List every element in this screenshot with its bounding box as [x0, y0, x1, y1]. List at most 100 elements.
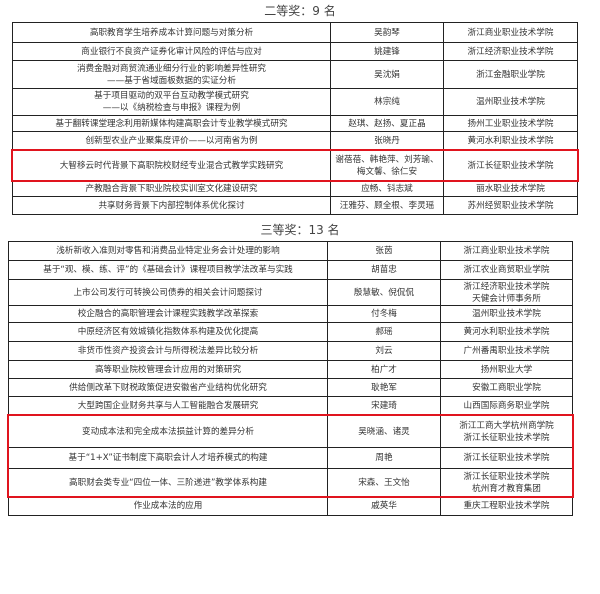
- authors-text: 刘云: [375, 346, 393, 356]
- authors-text: 梅文馨、徐仁安: [356, 166, 418, 177]
- table-row: 大型跨国企业财务共享与人工智能融合发展研究 宋建琦 山西国际商务职业学院: [8, 396, 573, 416]
- authors-text: 郝瑶: [375, 327, 393, 337]
- institution-text: 温州职业技术学院: [472, 309, 541, 319]
- authors-text: 吴沈娟: [374, 69, 400, 80]
- paper-title-cell: 基于项目驱动的双平台互动教学模式研究 ——以《纳税检查与申报》课程为例: [12, 88, 331, 116]
- institution-cell: 浙江工商大学杭州商学院 浙江长征职业技术学院: [440, 415, 573, 448]
- institution-text: 浙江商业职业技术学院: [463, 246, 550, 256]
- institution-text: 浙江经济职业技术学院: [467, 46, 554, 57]
- institution-text: 浙江经济职业技术学院: [463, 281, 550, 292]
- authors-cell: 赵琪、赵扬、夏正晶: [330, 115, 444, 132]
- institution-text: 扬州工业职业技术学院: [467, 118, 554, 129]
- authors-cell: 刘云: [327, 341, 441, 361]
- third-prize-table: 浅析新收入准则对零售和消费品业特定业务会计处理的影响 张茵 浙江商业职业技术学院基于…: [8, 241, 573, 516]
- paper-title-text: 基于项目驱动的双平台互动教学模式研究: [94, 91, 249, 101]
- paper-title-cell: 商业银行不良资产证券化审计风险的评估与应对: [12, 42, 331, 61]
- authors-cell: 耿艳军: [327, 378, 441, 397]
- authors-text: 赵琪、赵扬、夏正晶: [348, 118, 426, 129]
- institution-text: 天健会计师事务所: [472, 293, 541, 304]
- paper-title-cell: 非货币性资产投资会计与所得税法差异比较分析: [8, 341, 328, 361]
- authors-cell: 殷慧敏、倪侃侃: [327, 279, 441, 306]
- institution-text: 浙江农业商贸职业学院: [463, 265, 550, 275]
- table-row: 作业成本法的应用 戚英华 重庆工程职业技术学院: [8, 496, 573, 516]
- institution-text: 安徽工商职业学院: [472, 382, 541, 393]
- table-row: 创新型农业产业聚集度评价——以河南省为例 张晓丹 黄河水利职业技术学院: [12, 131, 578, 151]
- institution-cell: 浙江长征职业技术学院: [440, 447, 573, 469]
- institution-cell: 浙江金融职业学院: [443, 60, 578, 89]
- paper-title-text: 上市公司发行可转换公司债券的相关会计问题探讨: [73, 287, 263, 298]
- paper-title-text: 大智移云时代背景下高职院校财经专业混合式教学实践研究: [59, 160, 284, 171]
- paper-title-cell: 变动成本法和完全成本法损益计算的差异分析: [8, 415, 328, 448]
- authors-text: 柏广才: [371, 364, 397, 375]
- paper-title-cell: 高等职业院校管理会计应用的对策研究: [8, 360, 328, 379]
- paper-title-text: 基于“观、模、练、评”的《基础会计》课程项目教学法改革与实践: [43, 265, 293, 275]
- institution-text: 浙江商业职业技术学院: [467, 27, 554, 38]
- authors-cell: 郝瑶: [327, 322, 441, 342]
- table-row: 基于翻转课堂理念利用新媒体构建高职会计专业教学模式研究 赵琪、赵扬、夏正晶 扬州工业…: [12, 115, 578, 132]
- institution-cell: 浙江长征职业技术学院: [443, 150, 578, 181]
- institution-cell: 浙江经济职业技术学院 天健会计师事务所: [440, 279, 573, 306]
- paper-title-cell: 大智移云时代背景下高职院校财经专业混合式教学实践研究: [12, 150, 331, 181]
- authors-text: 胡苗忠: [371, 265, 397, 275]
- institution-text: 浙江长征职业技术学院: [463, 471, 550, 482]
- authors-cell: 吴韵琴: [330, 22, 444, 43]
- institution-cell: 广州番禺职业技术学院: [440, 341, 573, 361]
- paper-title-text: 高职教育学生培养成本计算问题与对策分析: [89, 27, 254, 38]
- paper-title-cell: 基于翻转课堂理念利用新媒体构建高职会计专业教学模式研究: [12, 115, 331, 132]
- authors-cell: 应畅、钭志斌: [330, 180, 444, 197]
- institution-cell: 黄河水利职业技术学院: [440, 322, 573, 342]
- institution-cell: 扬州职业大学: [440, 360, 573, 379]
- paper-title-text: 商业银行不良资产证券化审计风险的评估与应对: [81, 46, 262, 57]
- institution-cell: 山西国际商务职业学院: [440, 396, 573, 416]
- paper-title-cell: 作业成本法的应用: [8, 496, 328, 516]
- paper-title-cell: 供给侧改革下财税政策促进安徽省产业结构优化研究: [8, 378, 328, 397]
- institution-cell: 安徽工商职业学院: [440, 378, 573, 397]
- institution-text: 广州番禺职业技术学院: [463, 346, 550, 356]
- paper-title-cell: 基于“1+X”证书制度下高职会计人才培养模式的构建: [8, 447, 328, 469]
- paper-title-cell: 高职教育学生培养成本计算问题与对策分析: [12, 22, 331, 43]
- paper-title-cell: 产教融合背景下职业院校实训室文化建设研究: [12, 180, 331, 197]
- table-row: 中原经济区有效城镇化指数体系构建及优化提高 郝瑶 黄河水利职业技术学院: [8, 322, 573, 342]
- third-prize-heading: 三等奖：13 名: [260, 223, 340, 237]
- paper-title-text: 中原经济区有效城镇化指数体系构建及优化提高: [77, 327, 259, 337]
- institution-cell: 浙江农业商贸职业学院: [440, 260, 573, 280]
- institution-text: 浙江长征职业技术学院: [467, 160, 554, 171]
- table-row: 高等职业院校管理会计应用的对策研究 柏广才 扬州职业大学: [8, 360, 573, 379]
- second-prize-table: 高职教育学生培养成本计算问题与对策分析 吴韵琴 浙江商业职业技术学院商业银行不良资产…: [12, 22, 578, 215]
- authors-cell: 柏广才: [327, 360, 441, 379]
- paper-title-cell: 浅析新收入准则对零售和消费品业特定业务会计处理的影响: [8, 241, 328, 261]
- institution-text: 黄河水利职业技术学院: [467, 136, 554, 146]
- table-row: 供给侧改革下财税政策促进安徽省产业结构优化研究 耿艳军 安徽工商职业学院: [8, 378, 573, 397]
- authors-cell: 汪雅芬、顾全根、李灵瑶: [330, 196, 444, 215]
- authors-text: 周艳: [375, 453, 393, 463]
- authors-cell: 张茵: [327, 241, 441, 261]
- table-row: 消费金融对商贸流通业细分行业的影响差异性研究 ——基于省域面板数据的实证分析 吴沈娟…: [12, 60, 578, 89]
- authors-cell: 周艳: [327, 447, 441, 469]
- authors-cell: 吴沈娟: [330, 60, 444, 89]
- institution-cell: 温州职业技术学院: [440, 305, 573, 323]
- paper-title-text: 基于“1+X”证书制度下高职会计人才培养模式的构建: [68, 453, 268, 463]
- paper-title-text: 共享财务背景下内部控制体系优化探讨: [98, 200, 245, 211]
- table-row: 变动成本法和完全成本法损益计算的差异分析 吴晓涵、诸灵 浙江工商大学杭州商学院 浙江长…: [8, 415, 573, 448]
- table-row: 共享财务背景下内部控制体系优化探讨 汪雅芬、顾全根、李灵瑶 苏州经贸职业技术学院: [12, 196, 578, 215]
- paper-title-text: 高职财会类专业“四位一体、三阶递进”教学体系构建: [69, 477, 267, 488]
- institution-text: 山西国际商务职业学院: [463, 401, 550, 411]
- authors-cell: 胡苗忠: [327, 260, 441, 280]
- table-row: 大智移云时代背景下高职院校财经专业混合式教学实践研究 谢蓓蓓、韩艳萍、刘芳瑜、 梅文…: [12, 150, 578, 181]
- institution-cell: 温州职业技术学院: [443, 88, 578, 116]
- institution-text: 黄河水利职业技术学院: [463, 327, 550, 337]
- institution-text: 扬州职业大学: [480, 364, 533, 375]
- authors-text: 谢蓓蓓、韩艳萍、刘芳瑜、: [335, 154, 439, 165]
- authors-cell: 张晓丹: [330, 131, 444, 151]
- paper-title-cell: 中原经济区有效城镇化指数体系构建及优化提高: [8, 322, 328, 342]
- paper-title-text: 作业成本法的应用: [133, 501, 203, 511]
- institution-cell: 丽水职业技术学院: [443, 180, 578, 197]
- table-row: 浅析新收入准则对零售和消费品业特定业务会计处理的影响 张茵 浙江商业职业技术学院: [8, 241, 573, 261]
- institution-text: 温州职业技术学院: [476, 97, 545, 107]
- authors-cell: 林宗纯: [330, 88, 444, 116]
- authors-text: 汪雅芬、顾全根、李灵瑶: [339, 200, 435, 211]
- paper-title-text: 浅析新收入准则对零售和消费品业特定业务会计处理的影响: [56, 246, 280, 256]
- authors-text: 吴韵琴: [374, 27, 400, 38]
- institution-text: 苏州经贸职业技术学院: [467, 200, 554, 211]
- paper-title-text: 创新型农业产业聚集度评价——以河南省为例: [85, 136, 258, 146]
